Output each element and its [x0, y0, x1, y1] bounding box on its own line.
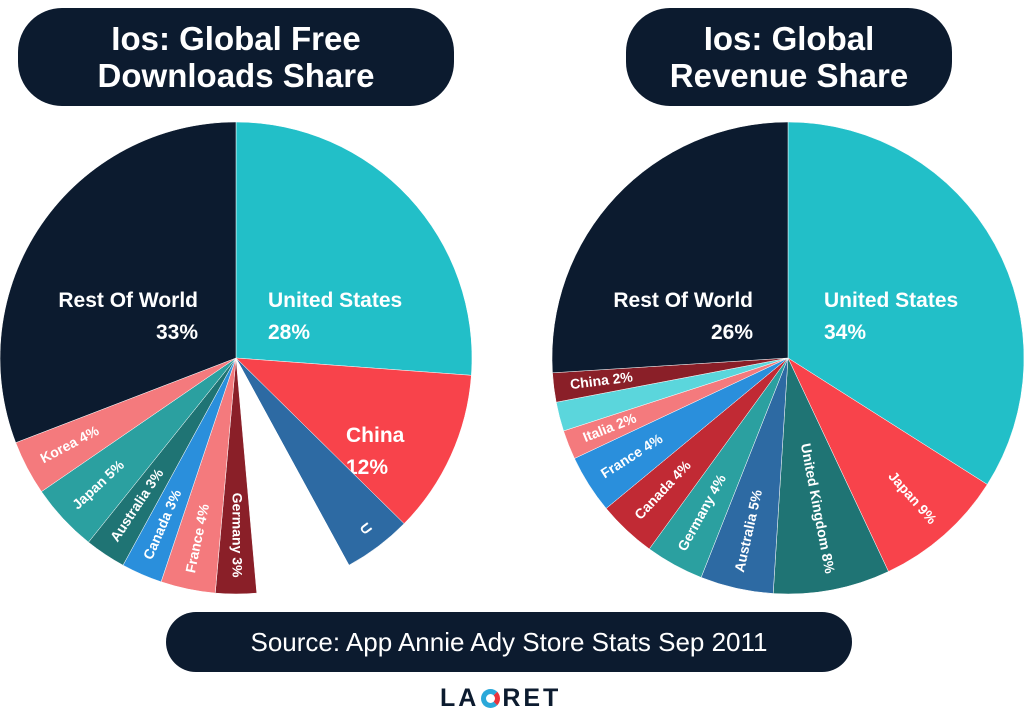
pie-slice-rest-of-world [0, 121, 237, 444]
logo-icon [481, 688, 501, 708]
source-text: Source: App Annie Ady Store Stats Sep 20… [250, 626, 768, 657]
slice-label-china: China [346, 424, 405, 447]
slice-value-rest-of-world: 26% [711, 321, 753, 344]
brand-logo: LA RET [440, 682, 580, 714]
pie-slice-china [235, 357, 472, 525]
slice-label-united-states: United States [824, 289, 958, 312]
pie-slice-rest-of-world [551, 121, 789, 374]
title-line: Revenue Share [669, 57, 909, 94]
pie-slice-united-states [235, 121, 473, 376]
title-line: Ios: Global [703, 20, 875, 57]
slice-value-united-states: 34% [824, 321, 866, 344]
logo-text-start: LA [440, 683, 480, 712]
slice-value-united-states: 28% [268, 321, 310, 344]
slice-label-united-states: United States [268, 289, 402, 312]
slice-value-china: 12% [346, 456, 388, 479]
pie-slice-united-kingdom [772, 357, 889, 595]
title-line: Ios: Global Free [111, 20, 361, 57]
slice-label-china: China 2% [569, 368, 634, 392]
pie-slice-japan [787, 357, 988, 572]
slice-label-germany: Germany 3% [229, 493, 245, 578]
slice-label-rest-of-world: Rest Of World [58, 289, 198, 312]
logo-text-end: RET [502, 683, 562, 712]
title-line: Downloads Share [97, 57, 375, 94]
chart-title-revenue: Ios: Global Revenue Share [626, 8, 952, 106]
slice-value-rest-of-world: 33% [156, 321, 198, 344]
chart-title-downloads: Ios: Global Free Downloads Share [18, 8, 454, 106]
source-note: Source: App Annie Ady Store Stats Sep 20… [166, 612, 852, 672]
pie-slice-united-states [787, 121, 1024, 485]
slice-label-rest-of-world: Rest Of World [613, 289, 753, 312]
